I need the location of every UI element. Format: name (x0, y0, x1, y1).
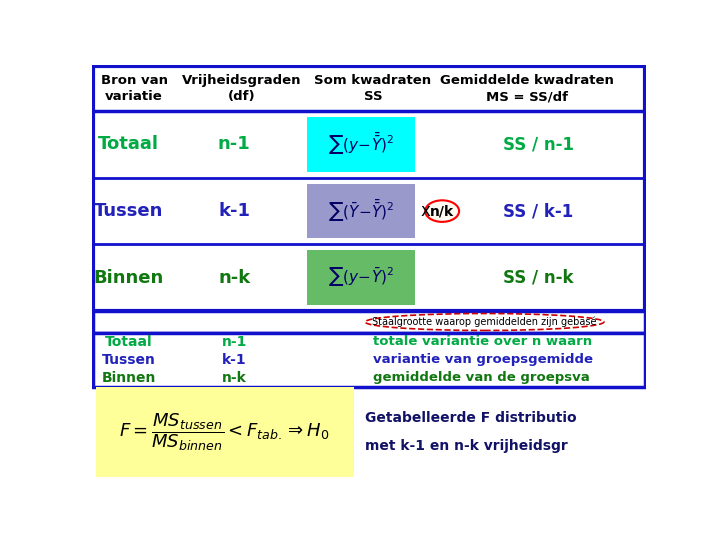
Text: Tussen: Tussen (102, 353, 156, 367)
Ellipse shape (365, 314, 604, 330)
Bar (94, 311, 644, 333)
Text: n/k: n/k (430, 204, 454, 218)
Text: $\sum(\bar{Y}\!-\!\bar{\bar{Y}})^2$: $\sum(\bar{Y}\!-\!\bar{\bar{Y}})^2$ (328, 198, 395, 224)
Text: k-1: k-1 (222, 353, 246, 367)
Text: n-1: n-1 (222, 335, 247, 349)
Text: Getabelleerde F distributio: Getabelleerde F distributio (365, 411, 577, 425)
Text: n-1: n-1 (218, 136, 251, 153)
Text: Som kwadraten
SS: Som kwadraten SS (315, 74, 431, 103)
Text: Binnen: Binnen (94, 269, 164, 287)
Text: $F = \dfrac{MS_{tussen}}{MS_{binnen}} < F_{tab.} \Rightarrow H_0$: $F = \dfrac{MS_{tussen}}{MS_{binnen}} < … (119, 411, 329, 453)
Bar (307, 117, 415, 172)
Text: SS / n-1: SS / n-1 (503, 136, 574, 153)
Text: n-k: n-k (222, 370, 247, 384)
Text: Binnen: Binnen (102, 370, 156, 384)
Text: met k-1 en n-k vrijheidsgr: met k-1 en n-k vrijheidsgr (365, 438, 568, 453)
Bar (307, 184, 415, 239)
Bar (307, 251, 415, 305)
Text: $\sum(y\!-\!\bar{Y})^2$: $\sum(y\!-\!\bar{Y})^2$ (328, 266, 395, 289)
Text: Totaal: Totaal (105, 335, 153, 349)
Text: Bron van
variatie: Bron van variatie (101, 74, 168, 103)
Text: $\sum(y\!-\!\bar{\bar{Y}})^2$: $\sum(y\!-\!\bar{\bar{Y}})^2$ (328, 131, 395, 158)
Text: x: x (420, 202, 430, 220)
Text: k-1: k-1 (218, 202, 251, 220)
Text: Gemiddelde kwadraten
MS = SS/df: Gemiddelde kwadraten MS = SS/df (440, 74, 613, 103)
Bar (94, 333, 644, 387)
Text: variantie van groepsgemidde: variantie van groepsgemidde (373, 353, 593, 366)
Ellipse shape (426, 200, 459, 222)
Text: totale variantie over n waarn: totale variantie over n waarn (373, 335, 592, 348)
Text: gemiddelde van de groepsva: gemiddelde van de groepsva (373, 371, 590, 384)
Text: Vrijheidsgraden
(df): Vrijheidsgraden (df) (182, 74, 302, 103)
Text: SS / k-1: SS / k-1 (503, 202, 574, 220)
Bar (94, 66, 644, 311)
Text: Staalgrootte waarop gemiddelden zijn gebasé: Staalgrootte waarop gemiddelden zijn geb… (372, 317, 597, 327)
Text: Totaal: Totaal (98, 136, 159, 153)
Text: SS / n-k: SS / n-k (503, 269, 574, 287)
Bar (96, 387, 354, 477)
Text: Tussen: Tussen (94, 202, 163, 220)
Text: n-k: n-k (218, 269, 251, 287)
